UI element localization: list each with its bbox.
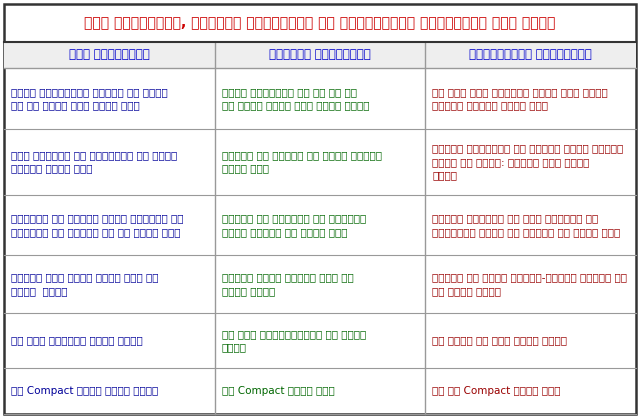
Text: इसकी प्रत्येक शाफ्ट पर केवल
एक ही गियर लगा होता है।: इसकी प्रत्येक शाफ्ट पर केवल एक ही गियर ल…	[11, 87, 168, 110]
Text: यह सबसे कम जगह लेती हैं।: यह सबसे कम जगह लेती हैं।	[433, 336, 567, 345]
Text: गियरों की घुमाव दिशा गियरों को
घुमाकर ही ज्ञात की जा सकती है।: गियरों की घुमाव दिशा गियरों को घुमाकर ही…	[11, 214, 184, 237]
Text: सभी गियरों की शाफ्टों की अक्ष
स्थिर रहती है।: सभी गियरों की शाफ्टों की अक्ष स्थिर रहती…	[11, 150, 177, 173]
Text: इसमें शाफ्टों की अर्को किसी स्थिर
अक्ष के परित: चक्रण गति करती
हैं।: इसमें शाफ्टों की अर्को किसी स्थिर अक्ष क…	[433, 143, 623, 180]
Text: अधिचक्रीय गियरमाला: अधिचक्रीय गियरमाला	[469, 48, 592, 61]
Bar	[4, 42, 214, 68]
Text: इसमें गियर असमान पिच के
होते हैं।: इसमें गियर असमान पिच के होते हैं।	[221, 273, 353, 296]
Bar	[214, 42, 426, 68]
Text: यह Compact होता है।: यह Compact होता है।	[221, 386, 335, 396]
Text: इसकी शाफ्टों पर एक या एक
से अधिक गियर लगे होते हैं।: इसकी शाफ्टों पर एक या एक से अधिक गियर लग…	[221, 87, 369, 110]
Text: इसमें भी शाफ्ट की अक्ष स्थिर
रहती है।: इसमें भी शाफ्ट की अक्ष स्थिर रहती है।	[221, 150, 381, 173]
Text: यह Compact नहीं होती हैं।: यह Compact नहीं होती हैं।	[11, 386, 158, 396]
Text: इसमें सभी गियर समान पिच के
होते  हैं।: इसमें सभी गियर समान पिच के होते हैं।	[11, 273, 159, 296]
Text: यह सरल एवं संयोजी गियर में भुजा
लगाकर बनायी जाती है।: यह सरल एवं संयोजी गियर में भुजा लगाकर बन…	[433, 87, 608, 110]
Text: यह भी Compact होता है।: यह भी Compact होता है।	[433, 386, 561, 396]
Text: सरल गियरमाला, संयोजी गियरमाला और अधिचक्रीय गियरमाला में अंतर: सरल गियरमाला, संयोजी गियरमाला और अधिचक्र…	[84, 16, 556, 30]
Text: इसमें गियरों की गति तालिका से
प्राप्त समी० से ज्ञात की जाती है।: इसमें गियरों की गति तालिका से प्राप्त सम…	[433, 214, 621, 237]
Bar	[426, 42, 636, 68]
Text: इसमें भी गियरों को घुमाकर
दिशा ज्ञात की जाती है।: इसमें भी गियरों को घुमाकर दिशा ज्ञात की …	[221, 214, 366, 237]
Text: यह जगह अपेक्षाकृत कम लेती
हैं।: यह जगह अपेक्षाकृत कम लेती हैं।	[221, 329, 366, 352]
Text: संयोजी गियरमाला: संयोजी गियरमाला	[269, 48, 371, 61]
Text: सरल गियरमाला: सरल गियरमाला	[69, 48, 150, 61]
Text: इसमें भी गियर भिन्न-भिन्न पिचों के
हो सकते हैं।: इसमें भी गियर भिन्न-भिन्न पिचों के हो सक…	[433, 273, 627, 296]
Text: यह जगह ज्यादा लेती हैं।: यह जगह ज्यादा लेती हैं।	[11, 336, 143, 345]
